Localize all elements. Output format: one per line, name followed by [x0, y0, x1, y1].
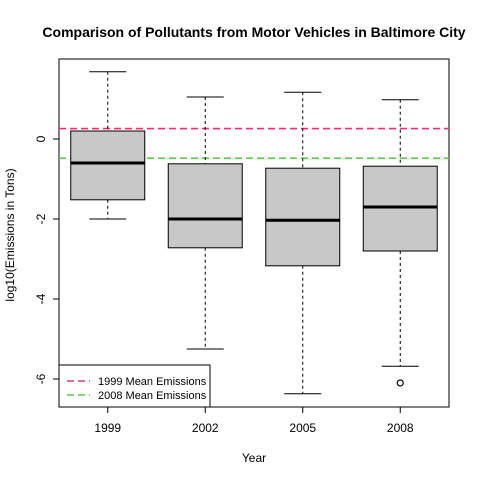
- box-iqr: [70, 130, 146, 201]
- boxes: [70, 71, 438, 395]
- box-2008: [362, 99, 438, 387]
- legend: 1999 Mean Emissions 2008 Mean Emissions: [58, 364, 211, 408]
- x-tick-label-1: 2002: [192, 421, 219, 435]
- x-tick-label-3: 2008: [387, 421, 414, 435]
- box-1999: [70, 71, 146, 220]
- box-iqr: [362, 165, 438, 252]
- x-tick-label-0: 1999: [94, 421, 121, 435]
- y-tick-label-0: -6: [34, 373, 48, 384]
- box-iqr: [265, 167, 341, 267]
- box-iqr: [167, 163, 243, 249]
- plot-frame: [58, 58, 450, 408]
- x-axis-label: Year: [242, 451, 266, 465]
- x-axis: 1999 2002 2005 2008: [94, 407, 414, 435]
- box-2005: [265, 91, 341, 395]
- y-axis: -6 -4 -2 0: [34, 135, 59, 384]
- y-axis-label: log10(Emissions in Tons): [3, 168, 17, 301]
- outlier-point-0: [396, 379, 404, 387]
- y-tick-label-1: -4: [34, 293, 48, 304]
- y-tick-label-2: -2: [34, 213, 48, 224]
- x-tick-label-2: 2005: [289, 421, 316, 435]
- box-2002: [167, 96, 243, 350]
- legend-entry-1: 2008 Mean Emissions: [98, 390, 207, 402]
- reference-lines: [59, 127, 449, 159]
- chart-title: Comparison of Pollutants from Motor Vehi…: [42, 24, 465, 40]
- legend-entry-0: 1999 Mean Emissions: [98, 376, 207, 388]
- y-tick-label-3: 0: [34, 135, 48, 142]
- legend-box: [58, 364, 211, 408]
